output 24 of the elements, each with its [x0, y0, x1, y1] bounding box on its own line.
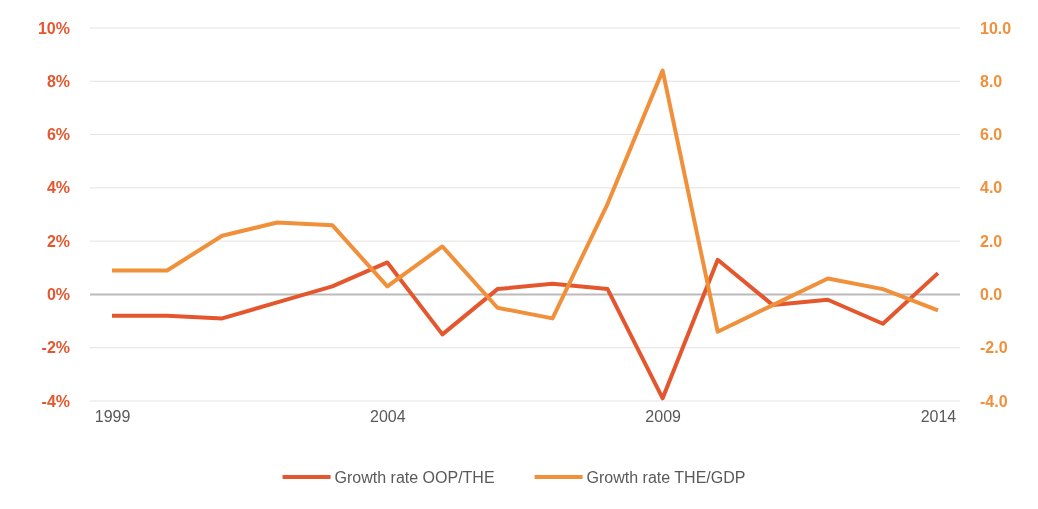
y2-tick-label: 0.0	[980, 286, 1003, 304]
y-tick-label: -4%	[41, 392, 70, 410]
y-tick-label: 8%	[46, 72, 70, 90]
y2-tick-label: -2.0	[980, 339, 1008, 357]
x-tick-label: 2004	[370, 408, 406, 426]
y2-tick-label: 6.0	[980, 126, 1003, 144]
y2-tick-label: -4.0	[980, 392, 1008, 410]
y2-tick-label: 8.0	[980, 72, 1003, 90]
x-tick-label: 1999	[94, 408, 131, 426]
legend-label: Growth rate OOP/THE	[334, 469, 495, 486]
y-tick-label: 2%	[46, 232, 70, 250]
y2-tick-label: 4.0	[980, 179, 1003, 197]
y2-tick-label: 2.0	[980, 232, 1003, 250]
line-series	[110, 68, 940, 334]
line-series	[110, 257, 940, 401]
y-tick-label: 4%	[46, 179, 70, 197]
x-tick-label: 2014	[920, 408, 957, 426]
y-tick-label: -2%	[41, 339, 70, 357]
y2-tick-label: 10.0	[980, 19, 1012, 37]
y-tick-label: 6%	[46, 126, 70, 144]
legend-label: Growth rate THE/GDP	[586, 469, 746, 486]
y-tick-label: 10%	[37, 19, 70, 37]
x-tick-label: 2009	[645, 408, 682, 426]
y-tick-label: 0%	[46, 286, 70, 304]
